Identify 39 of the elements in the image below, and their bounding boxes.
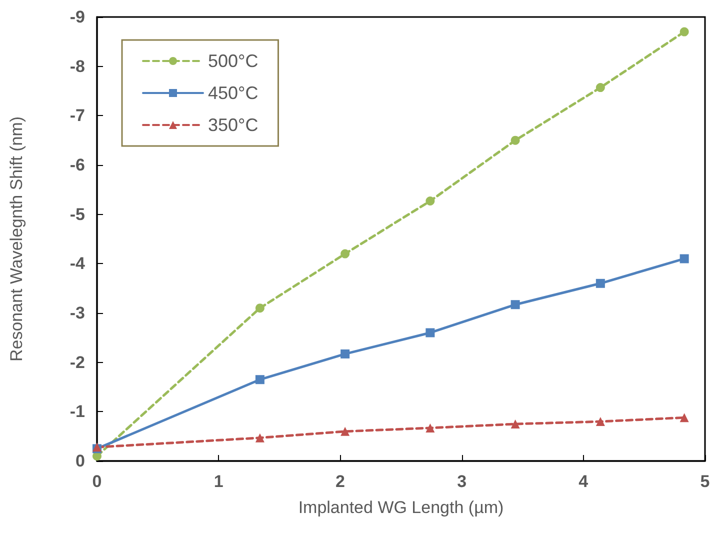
point — [680, 413, 689, 422]
y-tick-label: -9 — [70, 8, 85, 26]
y-axis-title: Resonant Wavelegnth Shift (nm) — [7, 116, 26, 362]
point — [255, 433, 264, 442]
y-tick-label: -5 — [70, 204, 85, 224]
x-tick-label: 2 — [335, 472, 345, 491]
x-axis-title: Implanted WG Length (µm) — [298, 498, 504, 517]
point — [340, 249, 350, 258]
point — [510, 136, 520, 145]
point — [255, 375, 264, 384]
y-tick-label: -1 — [70, 402, 85, 422]
y-tick-label: -8 — [70, 56, 85, 76]
y-tick-label: -2 — [70, 352, 85, 372]
point — [680, 254, 689, 264]
y-tick-label: -4 — [70, 254, 86, 274]
point — [596, 417, 605, 426]
point — [255, 304, 264, 313]
point — [426, 423, 435, 432]
x-tick-label: 1 — [214, 472, 224, 491]
y-tick-label: 0 — [76, 452, 85, 470]
point — [596, 83, 605, 92]
x-tick-label: 4 — [578, 472, 589, 491]
point — [510, 300, 520, 310]
x-tick-label: 3 — [457, 472, 467, 491]
x-tick-label: 5 — [700, 472, 710, 491]
point — [510, 420, 520, 428]
legend-label: 500°C — [208, 51, 258, 71]
point — [340, 349, 350, 358]
y-tick-label: -3 — [70, 304, 85, 322]
point — [426, 328, 435, 338]
y-tick-label: -6 — [70, 156, 85, 174]
point — [680, 27, 689, 36]
point — [596, 278, 605, 288]
legend-label: 350°C — [208, 115, 258, 135]
point — [340, 426, 350, 436]
point — [426, 196, 435, 206]
y-tick-label: -7 — [70, 106, 85, 126]
legend-label: 450°C — [208, 83, 258, 103]
x-tick-label: 0 — [92, 472, 102, 491]
